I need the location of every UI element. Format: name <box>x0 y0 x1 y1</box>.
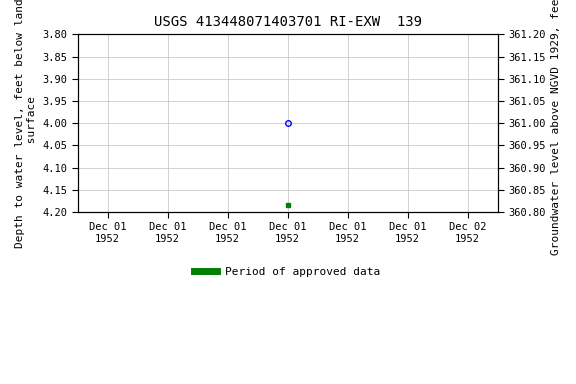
Title: USGS 413448071403701 RI-EXW  139: USGS 413448071403701 RI-EXW 139 <box>154 15 422 29</box>
Y-axis label: Groundwater level above NGVD 1929, feet: Groundwater level above NGVD 1929, feet <box>551 0 561 255</box>
Legend: Period of approved data: Period of approved data <box>190 262 385 281</box>
Y-axis label: Depth to water level, feet below land
 surface: Depth to water level, feet below land su… <box>15 0 37 248</box>
